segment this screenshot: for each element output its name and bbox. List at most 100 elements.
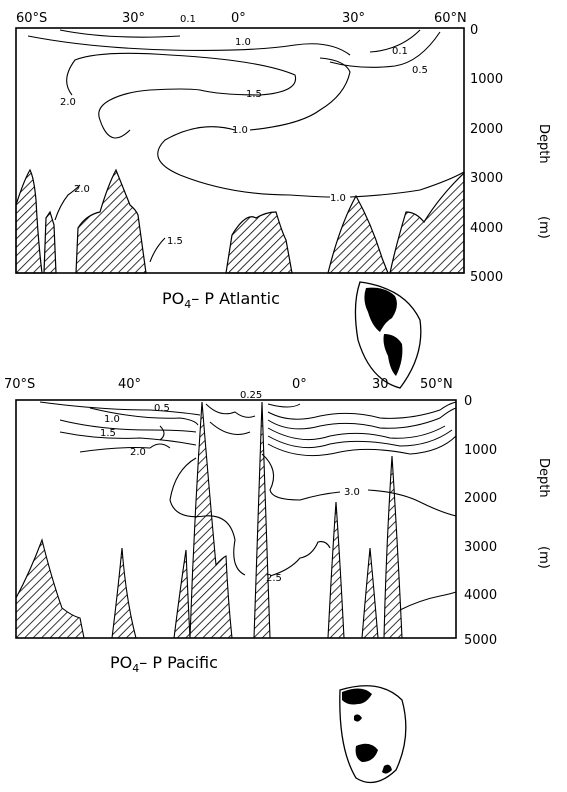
pacific-y-tick: 4000 xyxy=(464,588,497,603)
pacific-ridge xyxy=(253,401,271,639)
continent-islands xyxy=(354,714,362,722)
pacific-x-ticks: 70°S 40° 0° 30 50°N xyxy=(4,377,453,392)
pacific-y-ticks: 0 1000 2000 3000 4000 5000 xyxy=(464,394,497,648)
atlantic-x-tick: 60°N xyxy=(434,11,467,26)
pacific-ridge xyxy=(173,549,191,639)
pacific-contour-line xyxy=(399,591,457,611)
pacific-contour-labels: 0.5 1.0 1.5 2.0 0.25 3.0 2.5 xyxy=(100,390,360,584)
pacific-contour-line xyxy=(209,421,251,435)
pacific-contour-label: 1.0 xyxy=(104,414,120,425)
atlantic-title-text: PO4– P Atlantic xyxy=(162,289,280,311)
pacific-contour-line xyxy=(367,489,457,517)
atlantic-seafloor xyxy=(15,168,465,274)
pacific-y-tick: 2000 xyxy=(464,491,497,506)
atlantic-contour-label: 1.0 xyxy=(330,193,346,204)
atlantic-title-main: PO xyxy=(162,289,184,308)
pacific-x-tick: 30 xyxy=(372,377,389,392)
atlantic-contours xyxy=(27,29,465,263)
pacific-y-unit: (m) xyxy=(536,546,551,569)
atlantic-contour-label: 1.0 xyxy=(235,37,251,48)
pacific-contour-line xyxy=(79,443,171,453)
atlantic-contour-line xyxy=(249,57,351,131)
atlantic-contour-line xyxy=(59,29,181,38)
atlantic-contour-line xyxy=(329,31,441,68)
pacific-contour-line xyxy=(267,429,453,449)
pacific-contour-line xyxy=(267,407,457,430)
pacific-title-sub: 4 xyxy=(132,662,139,675)
globe-americas-icon xyxy=(354,281,422,389)
pacific-contour-line xyxy=(89,407,199,426)
atlantic-y-tick: 3000 xyxy=(470,171,503,186)
atlantic-ridge xyxy=(43,210,57,274)
atlantic-ridge xyxy=(15,168,43,274)
atlantic-contour-line xyxy=(66,52,297,96)
pacific-title-text: PO4– P Pacific xyxy=(110,653,218,675)
atlantic-contour-label: 2.0 xyxy=(74,184,90,195)
atlantic-contour-label: 1.0 xyxy=(232,125,248,136)
continent-south-america xyxy=(383,334,403,376)
atlantic-contour-label: 1.5 xyxy=(167,236,183,247)
atlantic-contour-label: 0.5 xyxy=(412,65,428,76)
atlantic-x-tick: 30° xyxy=(342,11,365,26)
pacific-ridge xyxy=(111,547,137,639)
pacific-contour-line xyxy=(39,401,201,416)
pacific-ridge xyxy=(327,501,345,639)
pacific-contour-line xyxy=(59,431,197,446)
pacific-contour-label: 1.5 xyxy=(100,428,116,439)
pacific-contour-label: 0.25 xyxy=(240,390,262,401)
pacific-contour-line xyxy=(267,401,457,420)
pacific-title-rest: – P Pacific xyxy=(139,653,218,672)
pacific-ridge xyxy=(189,401,233,639)
pacific-contour-label: 2.0 xyxy=(130,447,146,458)
atlantic-y-label: Depth xyxy=(536,124,551,164)
atlantic-ridge xyxy=(225,211,293,274)
atlantic-ridge xyxy=(327,194,389,274)
pacific-x-tick: 0° xyxy=(292,377,307,392)
atlantic-y-unit: (m) xyxy=(536,216,551,239)
atlantic-contour-label: 0.1 xyxy=(392,46,408,57)
pacific-contour-line xyxy=(267,435,457,457)
pacific-x-tick: 40° xyxy=(118,377,141,392)
atlantic-y-tick: 5000 xyxy=(470,270,503,285)
pacific-contour-line xyxy=(261,453,341,501)
atlantic-y-tick: 1000 xyxy=(470,72,503,87)
pacific-title-main: PO xyxy=(110,653,132,672)
atlantic-y-tick: 0 xyxy=(470,23,478,38)
atlantic-ridge xyxy=(75,168,147,274)
pacific-x-tick: 50°N xyxy=(420,377,453,392)
atlantic-panel: 60°S 30° 0° 30° 60°N 0 1000 2000 3000 40… xyxy=(15,11,551,389)
atlantic-title: PO4– P Atlantic xyxy=(162,289,280,311)
pacific-contour-line xyxy=(159,425,165,441)
atlantic-contour-line xyxy=(98,88,263,139)
pacific-ridge xyxy=(361,547,379,639)
atlantic-x-tick: 30° xyxy=(122,11,145,26)
globe-outline xyxy=(339,685,407,784)
atlantic-contour-line xyxy=(369,29,421,53)
atlantic-contour-labels: 0.1 0.1 1.0 0.5 2.0 1.5 1.0 2.0 1.0 1.5 xyxy=(60,14,428,247)
pacific-ridge xyxy=(15,538,85,639)
pacific-contour-line xyxy=(267,425,446,441)
atlantic-y-tick: 4000 xyxy=(470,221,503,236)
atlantic-contour-label: 2.0 xyxy=(60,97,76,108)
atlantic-x-tick: 0° xyxy=(231,11,246,26)
pacific-contour-line xyxy=(267,403,301,408)
pacific-contour-line xyxy=(269,541,331,577)
pacific-contour-line xyxy=(59,419,197,433)
atlantic-contour-label: 1.5 xyxy=(246,89,262,100)
atlantic-ridge xyxy=(389,171,465,274)
atlantic-x-ticks: 60°S 30° 0° 30° 60°N xyxy=(16,11,467,26)
pacific-panel: 70°S 40° 0° 30 50°N 0 1000 2000 3000 400… xyxy=(4,377,551,784)
pacific-seafloor xyxy=(15,401,403,639)
atlantic-contour-line xyxy=(27,35,351,56)
pacific-y-tick: 3000 xyxy=(464,540,497,555)
atlantic-y-tick: 2000 xyxy=(470,122,503,137)
pacific-y-tick: 5000 xyxy=(464,633,497,648)
atlantic-contour-label: 0.1 xyxy=(180,14,196,25)
pacific-y-tick: 1000 xyxy=(464,443,497,458)
atlantic-contour-line xyxy=(149,237,166,263)
atlantic-contour-line xyxy=(157,126,331,198)
globe-pacific-icon xyxy=(339,685,407,784)
continent-asia xyxy=(342,688,372,705)
continent-new-zealand xyxy=(382,764,392,774)
